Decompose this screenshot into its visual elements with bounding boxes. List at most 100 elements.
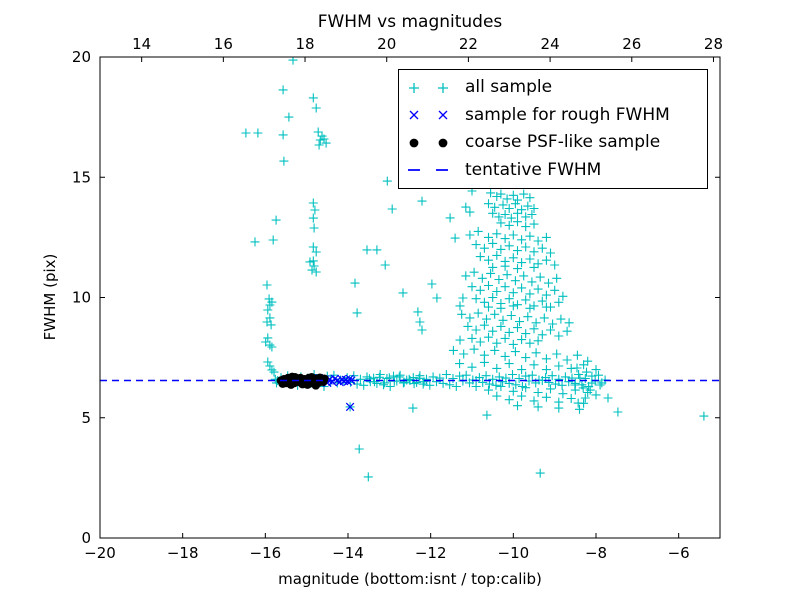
x-tick-label: −8 <box>585 544 607 562</box>
legend-label: sample for rough FWHM <box>465 104 670 125</box>
plus-marker <box>513 323 522 333</box>
plus-marker <box>521 329 531 339</box>
plus-marker <box>394 372 404 382</box>
plus-marker <box>502 194 512 204</box>
plus-marker <box>533 336 543 346</box>
top-tick-label: 14 <box>132 35 151 53</box>
plus-marker <box>517 391 527 401</box>
plus-marker <box>488 326 498 336</box>
plus-marker <box>533 402 543 412</box>
plus-marker <box>533 259 543 269</box>
plus-marker <box>311 103 321 113</box>
plus-marker <box>544 278 553 288</box>
plus-marker <box>432 293 442 303</box>
plus-marker <box>585 385 595 395</box>
plus-marker <box>603 393 613 403</box>
plus-marker <box>461 271 471 281</box>
plus-marker <box>445 213 455 223</box>
plus-marker <box>508 370 517 379</box>
plus-marker <box>699 411 709 421</box>
plus-marker <box>513 217 522 227</box>
plus-marker <box>496 189 506 199</box>
plus-marker <box>529 219 539 229</box>
plus-marker <box>488 238 498 248</box>
top-tick-label: 18 <box>295 35 314 53</box>
plus-marker <box>484 332 493 342</box>
plus-marker <box>513 264 522 274</box>
plus-marker <box>573 398 583 408</box>
plus-marker <box>521 295 531 305</box>
plus-marker <box>521 242 531 252</box>
plus-marker <box>494 212 504 222</box>
plus-marker <box>529 301 539 311</box>
plus-marker <box>279 156 289 166</box>
plus-marker <box>517 382 527 391</box>
plus-marker <box>484 255 493 265</box>
y-tick-label: 15 <box>72 168 91 186</box>
plus-marker <box>527 370 537 380</box>
plus-marker-icon <box>409 82 448 93</box>
plus-marker <box>572 350 582 360</box>
plus-marker <box>591 365 601 375</box>
plus-marker <box>484 281 493 290</box>
plus-marker <box>467 333 477 343</box>
legend-item-psf-sample: coarse PSF-like sample <box>407 130 703 156</box>
plus-marker <box>583 388 593 397</box>
legend-label: all sample <box>465 77 553 98</box>
plus-marker <box>504 241 514 251</box>
plus-marker <box>537 296 547 306</box>
plus-marker <box>307 265 317 275</box>
plus-marker <box>269 367 279 377</box>
plus-marker <box>474 373 484 383</box>
x-tick-label: −20 <box>84 544 116 562</box>
plus-marker <box>490 202 500 212</box>
plus-marker <box>548 319 558 329</box>
plus-marker <box>471 325 481 335</box>
plus-marker <box>508 253 518 263</box>
plus-marker <box>587 371 597 381</box>
plus-marker <box>498 315 508 325</box>
plus-marker <box>554 374 564 384</box>
plus-marker <box>550 260 560 270</box>
plus-marker <box>268 235 278 245</box>
plus-marker <box>582 367 591 377</box>
plus-marker <box>550 285 560 295</box>
plus-marker <box>313 127 323 137</box>
x-marker <box>345 402 355 412</box>
plus-marker <box>501 373 511 383</box>
top-tick-label: 22 <box>459 35 478 53</box>
plus-marker <box>584 382 594 391</box>
plus-marker <box>385 382 395 391</box>
plus-marker <box>418 379 428 389</box>
plus-marker <box>461 202 471 212</box>
plus-marker <box>510 276 520 286</box>
plus-marker <box>517 283 527 293</box>
plus-marker <box>450 233 460 243</box>
plus-marker <box>382 176 392 186</box>
plus-marker <box>469 344 479 354</box>
scatter-markers <box>100 57 720 482</box>
plus-marker <box>484 302 493 312</box>
plus-marker <box>595 380 605 390</box>
legend-item-all-sample: all sample <box>407 75 703 101</box>
plus-marker <box>263 357 273 367</box>
plus-marker <box>583 356 593 366</box>
x-tick-label: −6 <box>668 544 690 562</box>
dot-marker <box>286 380 296 389</box>
plus-marker <box>408 403 418 413</box>
plus-marker <box>511 380 521 390</box>
plus-marker <box>574 370 584 379</box>
plus-marker <box>500 351 510 361</box>
plus-marker <box>508 230 518 240</box>
plus-marker <box>486 268 496 278</box>
plus-marker <box>370 377 379 387</box>
plus-marker <box>564 318 574 328</box>
plus-marker <box>461 370 471 380</box>
plus-marker <box>496 303 506 313</box>
plus-marker <box>523 312 533 322</box>
plus-marker <box>546 384 555 394</box>
plus-marker <box>369 373 379 383</box>
y-tick-label: 0 <box>81 529 91 547</box>
plus-marker <box>515 317 524 327</box>
plus-marker <box>308 242 318 252</box>
